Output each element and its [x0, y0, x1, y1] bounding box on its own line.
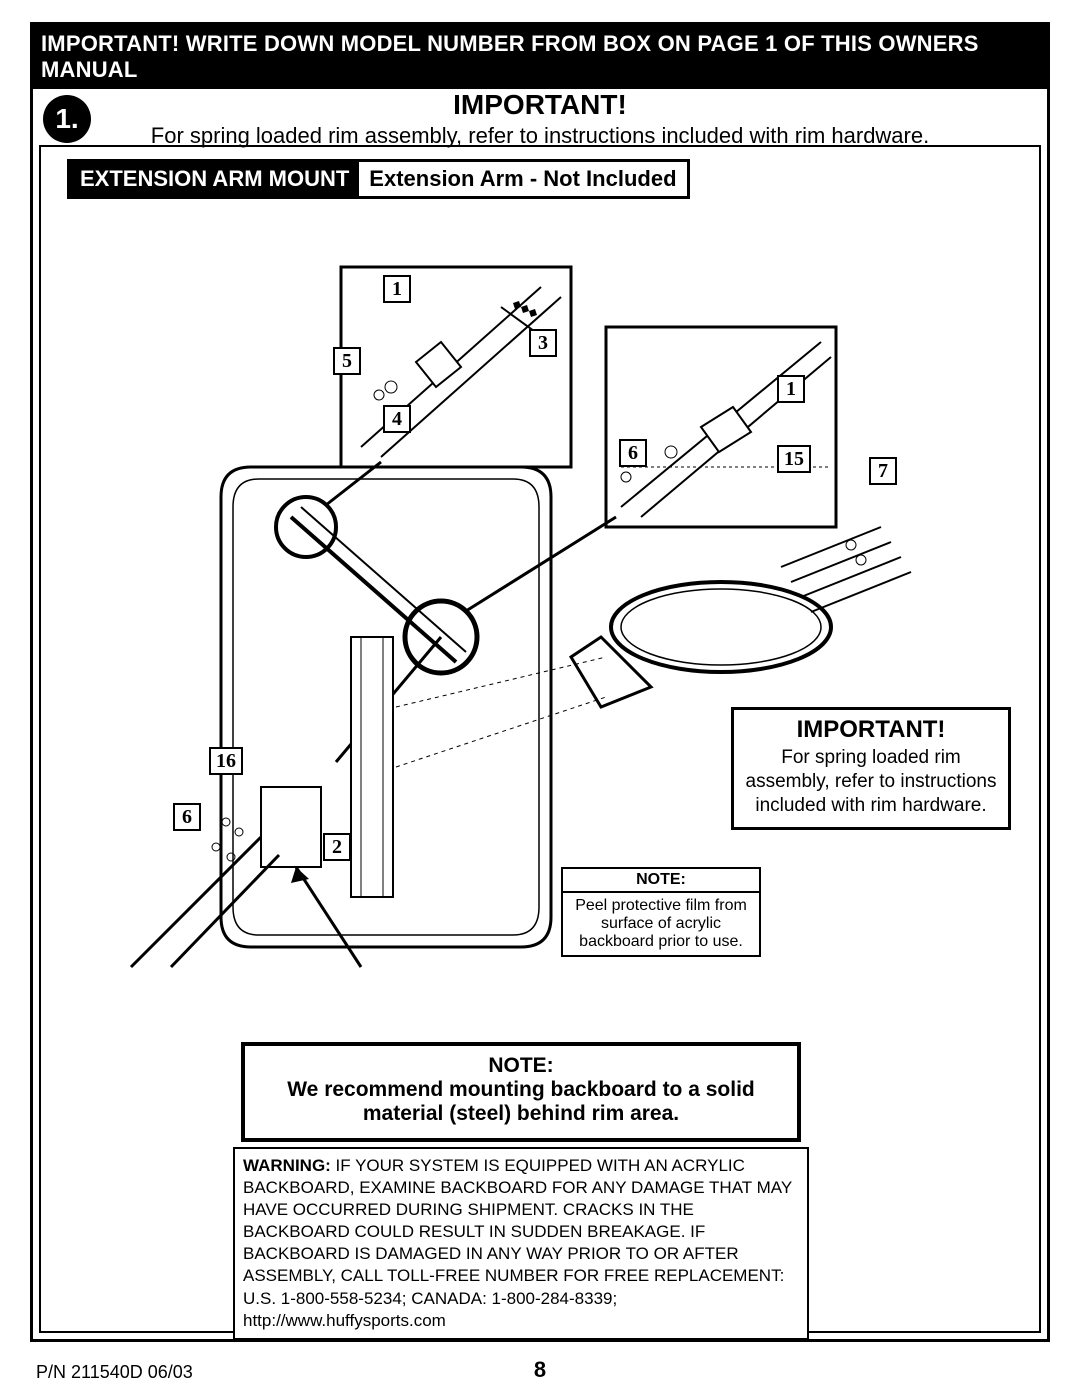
callout-4: 4 [383, 405, 411, 433]
callout-2: 2 [323, 833, 351, 861]
callout-3: 3 [529, 329, 557, 357]
warning-contact: U.S. 1-800-558-5234; CANADA: 1-800-284-8… [243, 1288, 799, 1332]
page-number: 8 [0, 1357, 1080, 1383]
callout-1: 1 [383, 275, 411, 303]
important-box-text: For spring loaded rim assembly, refer to… [742, 746, 1000, 817]
note-small-body: Peel protective film from surface of acr… [563, 893, 759, 955]
callout-5: 5 [333, 347, 361, 375]
inner-frame: EXTENSION ARM MOUNT Extension Arm - Not … [39, 145, 1041, 1333]
top-important-bar: IMPORTANT! WRITE DOWN MODEL NUMBER FROM … [33, 25, 1047, 89]
note-big: NOTE: We recommend mounting backboard to… [241, 1042, 801, 1142]
important-box: IMPORTANT! For spring loaded rim assembl… [731, 707, 1011, 830]
note-big-header: NOTE: [255, 1054, 787, 1078]
callout-16: 16 [209, 747, 243, 775]
note-big-line2: material (steel) behind rim area. [255, 1102, 787, 1126]
note-big-line1: We recommend mounting backboard to a sol… [255, 1078, 787, 1102]
assembly-diagram: 1 3 5 4 6 1 15 7 16 6 2 [61, 207, 1019, 977]
note-small-header: NOTE: [563, 869, 759, 893]
section-title-black: EXTENSION ARM MOUNT [70, 162, 359, 196]
callout-7: 7 [869, 457, 897, 485]
callout-15: 15 [777, 445, 811, 473]
step-heading: IMPORTANT! [33, 89, 1047, 121]
manual-page: IMPORTANT! WRITE DOWN MODEL NUMBER FROM … [0, 0, 1080, 1397]
section-title-white: Extension Arm - Not Included [359, 162, 686, 196]
warning-body: IF YOUR SYSTEM IS EQUIPPED WITH AN ACRYL… [243, 1156, 792, 1285]
callout-6a: 6 [619, 439, 647, 467]
callout-6b: 6 [173, 803, 201, 831]
callout-1b: 1 [777, 375, 805, 403]
note-small: NOTE: Peel protective film from surface … [561, 867, 761, 957]
outer-frame: IMPORTANT! WRITE DOWN MODEL NUMBER FROM … [30, 22, 1050, 1342]
warning-box: WARNING: IF YOUR SYSTEM IS EQUIPPED WITH… [233, 1147, 809, 1340]
warning-lead: WARNING: [243, 1156, 331, 1175]
section-title: EXTENSION ARM MOUNT Extension Arm - Not … [67, 159, 690, 199]
important-box-title: IMPORTANT! [742, 716, 1000, 744]
